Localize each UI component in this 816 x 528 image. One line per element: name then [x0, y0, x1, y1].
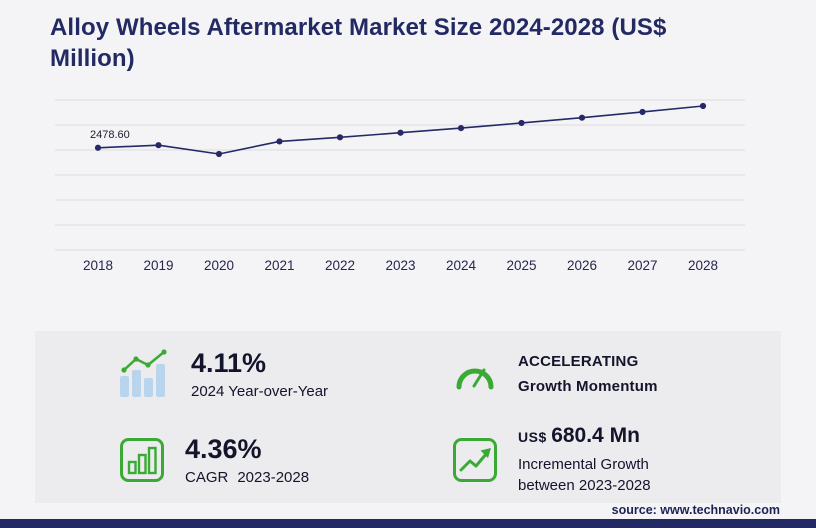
- cagr-label-range: 2023-2028: [237, 468, 310, 486]
- x-axis-label: 2027: [627, 258, 657, 273]
- yoy-label: 2024 Year-over-Year: [191, 382, 329, 400]
- stat-yoy: 4.11% 2024 Year-over-Year: [35, 331, 408, 417]
- momentum-label: Growth Momentum: [518, 378, 658, 395]
- cagr-value: 4.36%: [185, 433, 262, 464]
- cagr-label: CAGR 2023-2028: [185, 469, 309, 487]
- stat-momentum: ACCELERATING Growth Momentum: [408, 331, 781, 417]
- x-axis-label: 2026: [567, 258, 597, 273]
- source-credit: source: www.technavio.com: [611, 503, 780, 517]
- momentum-status: ACCELERATING: [518, 353, 639, 370]
- incremental-currency: US$: [518, 429, 547, 445]
- data-point-marker: [336, 134, 344, 141]
- incremental-amount: 680.4 Mn: [551, 424, 640, 447]
- data-point-marker: [639, 108, 646, 116]
- stat-incremental-growth: US$ 680.4 Mn Incremental Growth between …: [408, 417, 781, 503]
- bottom-accent-bar: [0, 519, 816, 528]
- data-point-marker: [578, 114, 586, 121]
- x-axis-label: 2022: [325, 258, 355, 273]
- yoy-value: 4.11%: [191, 347, 267, 378]
- cagr-label-prefix: CAGR: [185, 468, 229, 486]
- stats-panel: 4.11% 2024 Year-over-Year ACCELERATING G…: [35, 331, 781, 503]
- incremental-value: US$ 680.4 Mn: [518, 424, 651, 450]
- data-point-marker: [699, 102, 707, 110]
- data-point-marker: [518, 119, 525, 127]
- stat-cagr: 4.36% CAGR 2023-2028: [35, 417, 408, 503]
- data-point-marker: [276, 138, 283, 145]
- x-axis-label: 2018: [83, 258, 113, 273]
- bar-chart-outline-icon: [120, 438, 164, 482]
- incremental-label-line1: Incremental Growth: [518, 456, 649, 473]
- x-axis-label: 2021: [264, 258, 294, 273]
- x-axis-label: 2020: [204, 258, 234, 273]
- x-axis-label: 2019: [143, 258, 173, 273]
- data-point-marker: [155, 142, 162, 149]
- data-point-marker: [94, 144, 102, 151]
- data-point-marker: [215, 150, 223, 158]
- data-point-marker: [457, 125, 465, 132]
- x-axis-label: 2024: [446, 258, 477, 273]
- data-point-label: 2478.60: [90, 129, 130, 141]
- x-axis-label: 2028: [688, 258, 718, 273]
- x-axis-label: 2025: [506, 258, 536, 273]
- page-title: Alloy Wheels Aftermarket Market Size 202…: [50, 14, 667, 72]
- bar-trend-chart-icon: [120, 349, 167, 397]
- data-point-marker: [397, 129, 404, 136]
- speedometer-icon: [456, 368, 494, 390]
- x-axis-label: 2023: [385, 258, 415, 273]
- market-size-line-chart: 2478.60 2018 2019 2020 2021 2022 2023 2024 2025 2…: [55, 99, 745, 273]
- incremental-label-line2: between 2023-2028: [518, 477, 651, 494]
- growth-arrow-icon: [453, 438, 497, 482]
